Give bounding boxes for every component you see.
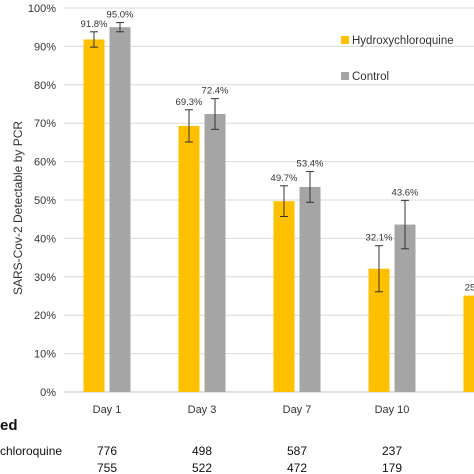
legend-label: Hydroxychloroquine — [352, 35, 454, 47]
data-label: 69.3% — [176, 97, 203, 108]
bar-hydroxychloroquine — [463, 295, 474, 392]
data-label: 49.7% — [271, 173, 298, 184]
table-cell: 498 — [192, 444, 212, 458]
counts-table: ed chloroquine 776 498 587 237 755 522 472 179 — [0, 417, 402, 474]
y-tick-label: 70% — [34, 118, 56, 130]
table-header: ed — [0, 417, 18, 434]
y-tick-label: 30% — [34, 272, 56, 284]
y-tick-label: 10% — [34, 349, 56, 361]
table-cell: 776 — [97, 444, 117, 458]
y-tick-label: 0% — [40, 387, 56, 399]
legend-swatch — [341, 36, 349, 44]
y-tick-label: 20% — [34, 310, 56, 322]
legend-label: Control — [352, 71, 389, 83]
bars: 91.8%95.0% 69.3%72.4% 49.7% 53.4% 32.1% 43.6%… — [81, 10, 474, 392]
y-axis-label: SARS-Cov-2 Detectable by PCR — [11, 121, 25, 295]
y-tick-label: 40% — [34, 233, 56, 245]
bar-control — [109, 27, 131, 392]
y-tick-label: 60% — [34, 157, 56, 169]
x-tick-label: Day 1 — [93, 404, 122, 416]
data-label: 43.6% — [392, 187, 419, 198]
bar-hydroxychloroquine — [368, 268, 390, 392]
bar-control — [204, 113, 226, 392]
table-cell: 472 — [287, 461, 307, 474]
gridlines — [64, 7, 474, 393]
y-tick-label: 80% — [34, 80, 56, 92]
table-cell: 587 — [287, 444, 307, 458]
x-tick-label: Day 7 — [283, 404, 312, 416]
y-tick-label: 100% — [28, 3, 56, 15]
x-tick-label: Day 3 — [188, 404, 217, 416]
bar-hydroxychloroquine — [273, 201, 295, 392]
bar-control — [394, 224, 416, 392]
y-tick-label: 90% — [34, 41, 56, 53]
y-axis-ticks: 0% 10% 20% 30% 40% 50% 60% 70% 80% 90% 100% — [28, 3, 56, 399]
data-label: 32.1% — [366, 233, 393, 244]
data-label: 91.8% — [81, 19, 108, 30]
table-cell: 237 — [382, 444, 402, 458]
x-tick-label: Day 10 — [375, 404, 410, 416]
table-row-label: chloroquine — [0, 444, 62, 458]
data-label: 25.1 — [465, 283, 474, 294]
bar-hydroxychloroquine — [178, 125, 200, 392]
data-label: 72.4% — [202, 86, 229, 97]
table-cell: 522 — [192, 461, 212, 474]
data-label: 53.4% — [297, 159, 324, 170]
bar-hydroxychloroquine — [83, 39, 105, 392]
table-cell: 179 — [382, 461, 402, 474]
legend: Hydroxychloroquine Control — [341, 35, 454, 83]
data-label: 95.0% — [107, 10, 134, 21]
legend-swatch — [341, 72, 349, 80]
bar-control — [299, 186, 321, 392]
y-tick-label: 50% — [34, 195, 56, 207]
table-cell: 755 — [97, 461, 117, 474]
